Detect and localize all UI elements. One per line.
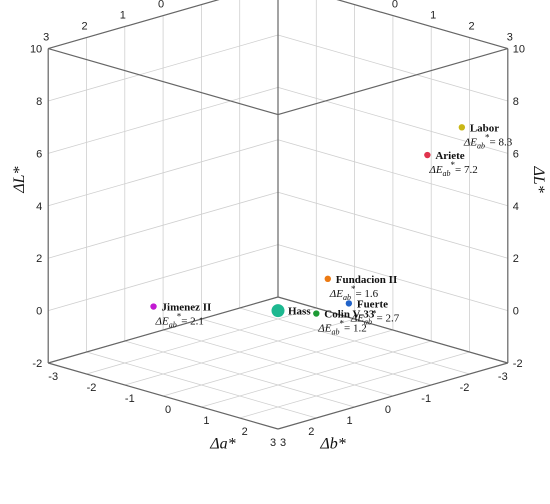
tick-label-db-bottom: 1 bbox=[347, 415, 353, 427]
box-edge bbox=[277, 296, 508, 364]
grid-line-wall-dL-a bbox=[277, 34, 508, 102]
data-point-labor bbox=[458, 124, 466, 131]
data-point-jimenez-ii bbox=[150, 303, 157, 310]
delta-e-label-labor: ΔEab*= 8.3 bbox=[463, 132, 513, 150]
tick-label-da-bottom: -2 bbox=[87, 382, 97, 394]
grid-line-wall-dL-b bbox=[48, 244, 279, 311]
grid-line-floor-db bbox=[201, 318, 432, 386]
tick-label-dL-left: -2 bbox=[32, 358, 42, 370]
tick-label-db-bottom: 2 bbox=[308, 426, 314, 438]
tick-label-da-bottom: 0 bbox=[165, 404, 171, 416]
tick-label-da-bottom: 3 bbox=[280, 437, 286, 449]
data-label-colin-v-33: Colin V-33 bbox=[324, 309, 375, 321]
tick-label-db-bottom: 0 bbox=[385, 404, 391, 416]
tick-label-dL-right: 6 bbox=[513, 148, 519, 160]
tick-label-db-bottom: -3 bbox=[498, 371, 508, 383]
delta-e-label-fuerte: ΔEab*= 2.7 bbox=[350, 308, 400, 326]
grid-line-floor-db bbox=[86, 351, 317, 419]
box-edge bbox=[48, 296, 279, 364]
data-label-hass: Hass bbox=[288, 306, 311, 318]
grid-line-wall-dL-a bbox=[277, 244, 508, 311]
axis-title-db-bottom: Δb* bbox=[319, 435, 345, 452]
tick-label-dL-right: 0 bbox=[513, 306, 519, 318]
chart-box-frame bbox=[47, 0, 509, 430]
data-point-fundacion-ii bbox=[324, 275, 331, 282]
tick-label-dL-left: 0 bbox=[36, 306, 42, 318]
axis-title-dL-right: ΔL* bbox=[530, 165, 547, 192]
tick-label-da-top: 2 bbox=[468, 21, 474, 33]
axis-title-da-bottom: Δa* bbox=[209, 435, 235, 452]
tick-label-dL-left: 4 bbox=[36, 201, 42, 213]
tick-label-dL-left: 8 bbox=[36, 96, 42, 108]
data-label-jimenez-ii: Jimenez II bbox=[162, 302, 212, 314]
tick-label-db-bottom: -2 bbox=[460, 382, 470, 394]
tick-label-da-top: 1 bbox=[430, 10, 436, 22]
box-edge bbox=[48, 48, 279, 116]
box-edge bbox=[336, 0, 508, 50]
grid-line-wall-dL-a bbox=[277, 139, 508, 207]
tick-label-db-top: 3 bbox=[43, 32, 49, 44]
tick-label-dL-left: 6 bbox=[36, 148, 42, 160]
data-point-hass bbox=[271, 304, 285, 318]
grid-line-wall-dL-a bbox=[277, 87, 508, 154]
tick-label-dL-right: 4 bbox=[513, 201, 519, 213]
tick-label-dL-right: -2 bbox=[513, 358, 523, 370]
tick-label-db-bottom: 3 bbox=[270, 437, 276, 449]
tick-label-dL-left: 10 bbox=[30, 44, 42, 56]
grid-line-floor-db bbox=[239, 307, 470, 375]
tick-label-db-bottom: -1 bbox=[421, 393, 431, 405]
tick-label-da-bottom: 2 bbox=[242, 426, 248, 438]
chart-axis-labels: Δa*Δb*Δa*Δb*ΔL*ΔL* bbox=[11, 165, 547, 452]
tick-label-db-top: 0 bbox=[158, 0, 164, 11]
grid-line-wall-dL-a bbox=[277, 191, 508, 259]
data-point-ariete bbox=[424, 151, 431, 159]
tick-label-dL-right: 8 bbox=[513, 96, 519, 108]
grid-line-wall-dL-b bbox=[48, 191, 279, 259]
tick-label-dL-right: 10 bbox=[513, 44, 525, 56]
tick-label-dL-left: 2 bbox=[36, 253, 42, 265]
grid-line-floor-db bbox=[124, 340, 355, 408]
box-edge bbox=[277, 362, 508, 430]
chart-tick-labels: -3-3-2-2-1-100112233-3-3-2-2-1-100112233… bbox=[30, 0, 525, 449]
box-edge bbox=[277, 48, 508, 116]
data-label-fundacion-ii: Fundacion II bbox=[336, 274, 397, 286]
tick-label-da-top: 0 bbox=[392, 0, 398, 11]
delta-e-label-fundacion-ii: ΔEab*= 1.6 bbox=[329, 284, 379, 302]
tick-label-da-bottom: 1 bbox=[203, 415, 209, 427]
axis-title-dL-left: ΔL* bbox=[11, 166, 28, 193]
tick-label-da-top: 3 bbox=[507, 32, 513, 44]
tick-label-db-top: 1 bbox=[120, 10, 126, 22]
grid-line-wall-dL-b bbox=[48, 139, 279, 207]
delta-e-label-jimenez-ii: ΔEab*= 2.1 bbox=[155, 312, 204, 330]
delta-e-label-colin-v-33: ΔEab*= 1.2 bbox=[317, 319, 366, 337]
data-point-fuerte bbox=[345, 300, 353, 307]
data-point-colin-v-33 bbox=[313, 310, 320, 317]
tick-label-db-top: 2 bbox=[81, 21, 87, 33]
data-label-ariete: Ariete bbox=[435, 150, 464, 162]
box-edge bbox=[48, 0, 220, 50]
delta-e-label-ariete: ΔEab*= 7.2 bbox=[428, 160, 477, 178]
tick-label-dL-right: 2 bbox=[513, 253, 519, 265]
grid-line-wall-dL-b bbox=[48, 87, 279, 154]
tick-label-da-bottom: -1 bbox=[125, 393, 135, 405]
grid-line-floor-db bbox=[162, 329, 394, 397]
data-label-labor: Labor bbox=[470, 122, 499, 134]
grid-line-wall-dL-b bbox=[48, 34, 279, 102]
data-label-fuerte: Fuerte bbox=[357, 298, 388, 310]
box-edge bbox=[48, 362, 279, 430]
tick-label-da-bottom: -3 bbox=[48, 371, 58, 383]
